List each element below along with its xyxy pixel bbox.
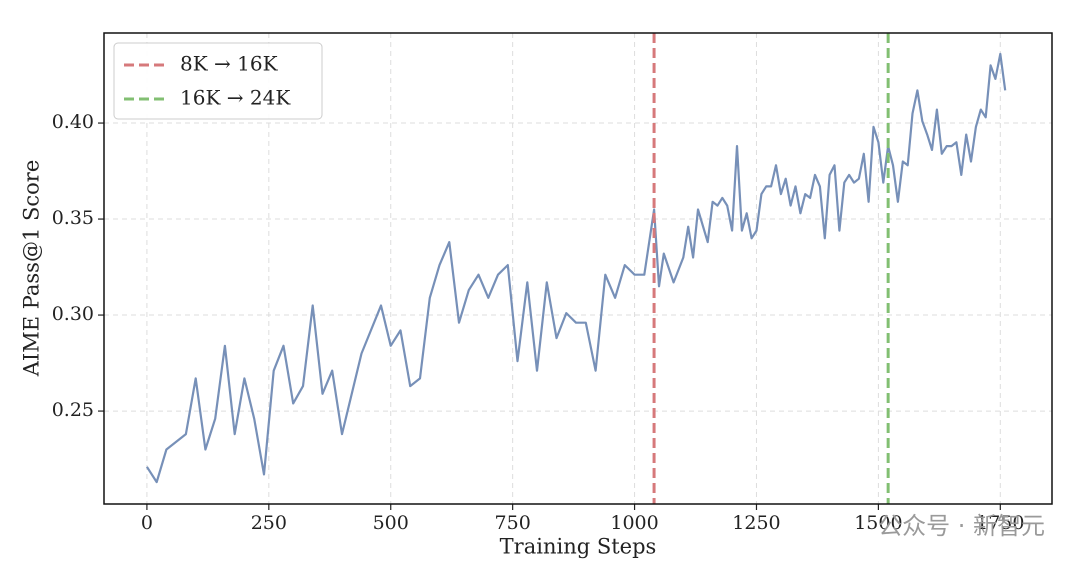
x-tick-label: 500 xyxy=(373,512,409,534)
y-tick-label: 0.25 xyxy=(52,399,94,421)
legend-box xyxy=(113,42,323,120)
watermark: 公众号 · 新智元 xyxy=(878,512,1045,540)
y-tick-label: 0.30 xyxy=(52,303,94,325)
x-tick-label: 750 xyxy=(495,512,531,534)
x-tick-label: 250 xyxy=(251,512,287,534)
x-axis-label: Training Steps xyxy=(500,535,657,559)
data-line xyxy=(145,52,1007,484)
y-axis-label: AIME Pass@1 Score xyxy=(20,160,44,378)
x-tick-label: 1750 xyxy=(976,512,1024,534)
y-tick-label: 0.40 xyxy=(52,111,94,133)
plot-frame xyxy=(103,32,1053,505)
y-tick-label: 0.35 xyxy=(52,207,94,229)
legend-label: 16K → 24K xyxy=(180,86,291,110)
legend-label: 8K → 16K xyxy=(180,52,279,76)
x-tick-label: 0 xyxy=(141,512,153,534)
x-tick-label: 1250 xyxy=(732,512,780,534)
x-tick-label: 1000 xyxy=(610,512,658,534)
x-tick-label: 1500 xyxy=(854,512,902,534)
